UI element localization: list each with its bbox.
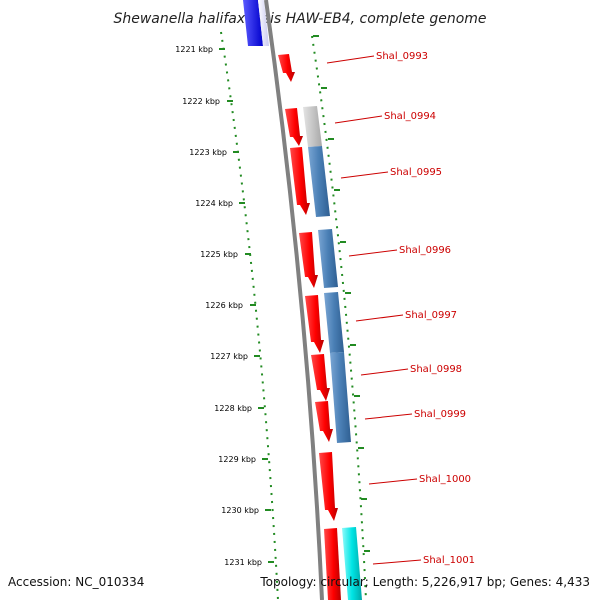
kbp-label-1230: 1230 kbp [221, 506, 259, 515]
cds-arrow-shal-1001 [324, 528, 341, 600]
gene-label-shal-0994: Shal_0994 [384, 111, 436, 122]
cyan-feature [342, 527, 362, 600]
blast-track [303, 106, 362, 600]
blast-hit-grey [303, 106, 322, 147]
gene-label-shal-0998: Shal_0998 [410, 364, 462, 375]
kbp-label-1227: 1227 kbp [210, 352, 248, 361]
blast-hit-2 [318, 229, 338, 288]
blast-hit-1 [308, 146, 330, 217]
kbp-ruler: 1221 kbp 1222 kbp 1223 kbp 1224 kbp 1225… [175, 45, 274, 567]
cds-arrow-shal-0996 [299, 232, 318, 288]
gene-label-shal-0995: Shal_0995 [390, 167, 442, 178]
kbp-label-1221: 1221 kbp [175, 45, 213, 54]
kbp-label-1231: 1231 kbp [224, 558, 262, 567]
kbp-label-1223: 1223 kbp [189, 148, 227, 157]
gene-label-shal-1001: Shal_1001 [423, 555, 475, 566]
cds-arrow-shal-0997 [305, 295, 324, 353]
accession-text: Accession: NC_010334 [8, 575, 144, 589]
right-ruler-ticks [313, 35, 370, 552]
cds-track [278, 54, 341, 600]
kbp-label-1226: 1226 kbp [205, 301, 243, 310]
blast-hit-3 [324, 292, 344, 353]
cds-arrow-shal-0994 [285, 108, 303, 146]
ruler-arc-left [220, 31, 279, 601]
lavender-feature-top [258, 0, 269, 46]
gene-labels: Shal_0993 Shal_0994 Shal_0995 Shal_0996 … [326, 51, 475, 566]
cds-arrow-shal-0999 [315, 401, 333, 442]
map-title: Shewanella halifaxensis HAW-EB4, complet… [113, 11, 486, 27]
gene-label-shal-0999: Shal_0999 [414, 409, 466, 420]
gene-label-shal-0993: Shal_0993 [376, 51, 428, 62]
cds-arrow-shal-1000 [319, 452, 338, 521]
genome-summary-text: Topology: circular; Length: 5,226,917 bp… [259, 575, 590, 589]
kbp-label-1229: 1229 kbp [218, 455, 256, 464]
blue-feature-top [243, 0, 263, 46]
gene-label-shal-1000: Shal_1000 [419, 474, 471, 485]
kbp-label-1228: 1228 kbp [214, 404, 252, 413]
genome-backbone [264, 0, 324, 601]
blast-hit-4 [330, 352, 351, 443]
cds-arrow-shal-0995 [290, 147, 310, 215]
kbp-label-1224: 1224 kbp [195, 199, 233, 208]
cds-arrow-shal-0993 [278, 54, 295, 82]
kbp-label-1222: 1222 kbp [182, 97, 220, 106]
gene-label-shal-0996: Shal_0996 [399, 245, 451, 256]
cds-arrow-shal-0998 [311, 354, 330, 401]
gene-label-shal-0997: Shal_0997 [405, 310, 457, 321]
kbp-label-1225: 1225 kbp [200, 250, 238, 259]
